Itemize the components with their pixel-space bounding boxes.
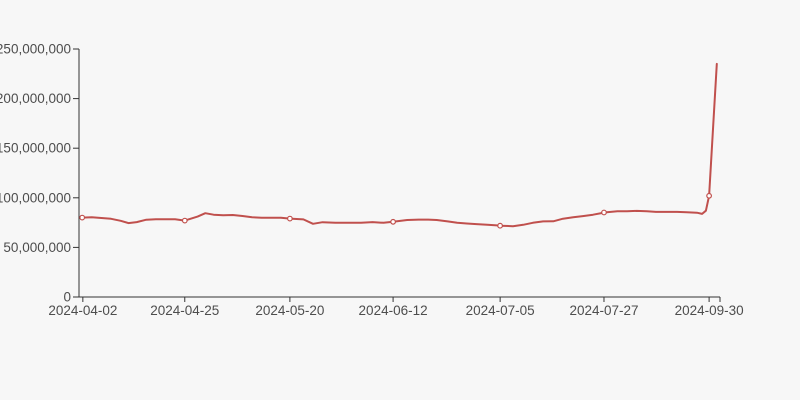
x-tick-label: 2024-09-30 xyxy=(675,303,744,318)
data-point-marker[interactable] xyxy=(497,222,504,229)
y-tick-label: 200,000,000 xyxy=(0,91,71,106)
data-point-marker[interactable] xyxy=(390,218,397,225)
series-line xyxy=(81,62,718,228)
y-tick-label: 250,000,000 xyxy=(0,42,71,57)
x-tick-label: 2024-06-12 xyxy=(359,303,428,318)
x-tick-label: 2024-04-02 xyxy=(48,303,117,318)
y-tick-label: 50,000,000 xyxy=(3,240,71,255)
data-point-marker[interactable] xyxy=(601,209,607,216)
y-tick-label: 0 xyxy=(63,290,71,305)
data-point-marker[interactable] xyxy=(79,214,86,221)
y-tick-label: 150,000,000 xyxy=(0,141,71,156)
x-tick-label: 2024-07-05 xyxy=(466,303,535,318)
data-point-marker[interactable] xyxy=(706,192,712,199)
x-tick-label: 2024-07-27 xyxy=(569,303,638,318)
y-tick-label: 100,000,000 xyxy=(0,190,71,205)
x-tick-label: 2024-04-25 xyxy=(150,303,219,318)
data-point-marker[interactable] xyxy=(287,215,293,222)
data-point-marker[interactable] xyxy=(181,217,188,224)
x-tick-label: 2024-05-20 xyxy=(255,303,324,318)
